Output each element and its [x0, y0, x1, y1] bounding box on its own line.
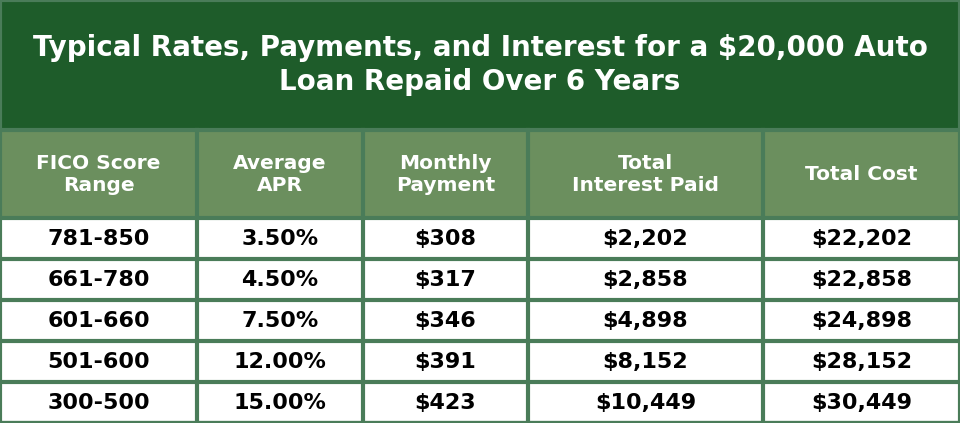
Text: $346: $346	[415, 310, 476, 330]
Text: $391: $391	[415, 352, 476, 371]
Text: 601-660: 601-660	[47, 310, 150, 330]
Text: 7.50%: 7.50%	[241, 310, 319, 330]
Text: $8,152: $8,152	[603, 352, 688, 371]
Text: 4.50%: 4.50%	[241, 269, 319, 289]
Text: $10,449: $10,449	[595, 393, 696, 412]
Text: $28,152: $28,152	[811, 352, 912, 371]
Text: $30,449: $30,449	[811, 393, 912, 412]
Text: FICO Score
Range: FICO Score Range	[36, 154, 161, 195]
Text: 300-500: 300-500	[47, 393, 150, 412]
Text: $317: $317	[415, 269, 476, 289]
Text: $423: $423	[415, 393, 476, 412]
Text: $2,858: $2,858	[603, 269, 688, 289]
Text: $4,898: $4,898	[603, 310, 688, 330]
Text: Average
APR: Average APR	[233, 154, 326, 195]
Bar	[0, 0, 960, 130]
Text: 781-850: 781-850	[47, 228, 150, 248]
Bar	[0, 218, 960, 259]
Text: 3.50%: 3.50%	[241, 228, 319, 248]
Text: 12.00%: 12.00%	[233, 352, 326, 371]
Text: $22,202: $22,202	[811, 228, 912, 248]
Bar	[0, 259, 960, 300]
Text: Total
Interest Paid: Total Interest Paid	[572, 154, 719, 195]
Bar	[0, 130, 960, 218]
Text: $22,858: $22,858	[811, 269, 912, 289]
Text: $2,202: $2,202	[603, 228, 688, 248]
Text: 501-600: 501-600	[47, 352, 150, 371]
Bar	[0, 341, 960, 382]
Text: Total Cost: Total Cost	[805, 165, 918, 184]
Text: $24,898: $24,898	[811, 310, 912, 330]
Text: 15.00%: 15.00%	[233, 393, 326, 412]
Text: 661-780: 661-780	[47, 269, 150, 289]
Text: $308: $308	[415, 228, 476, 248]
Text: Typical Rates, Payments, and Interest for a $20,000 Auto
Loan Repaid Over 6 Year: Typical Rates, Payments, and Interest fo…	[33, 34, 927, 96]
Bar	[0, 300, 960, 341]
Text: Monthly
Payment: Monthly Payment	[396, 154, 495, 195]
Bar	[0, 382, 960, 423]
